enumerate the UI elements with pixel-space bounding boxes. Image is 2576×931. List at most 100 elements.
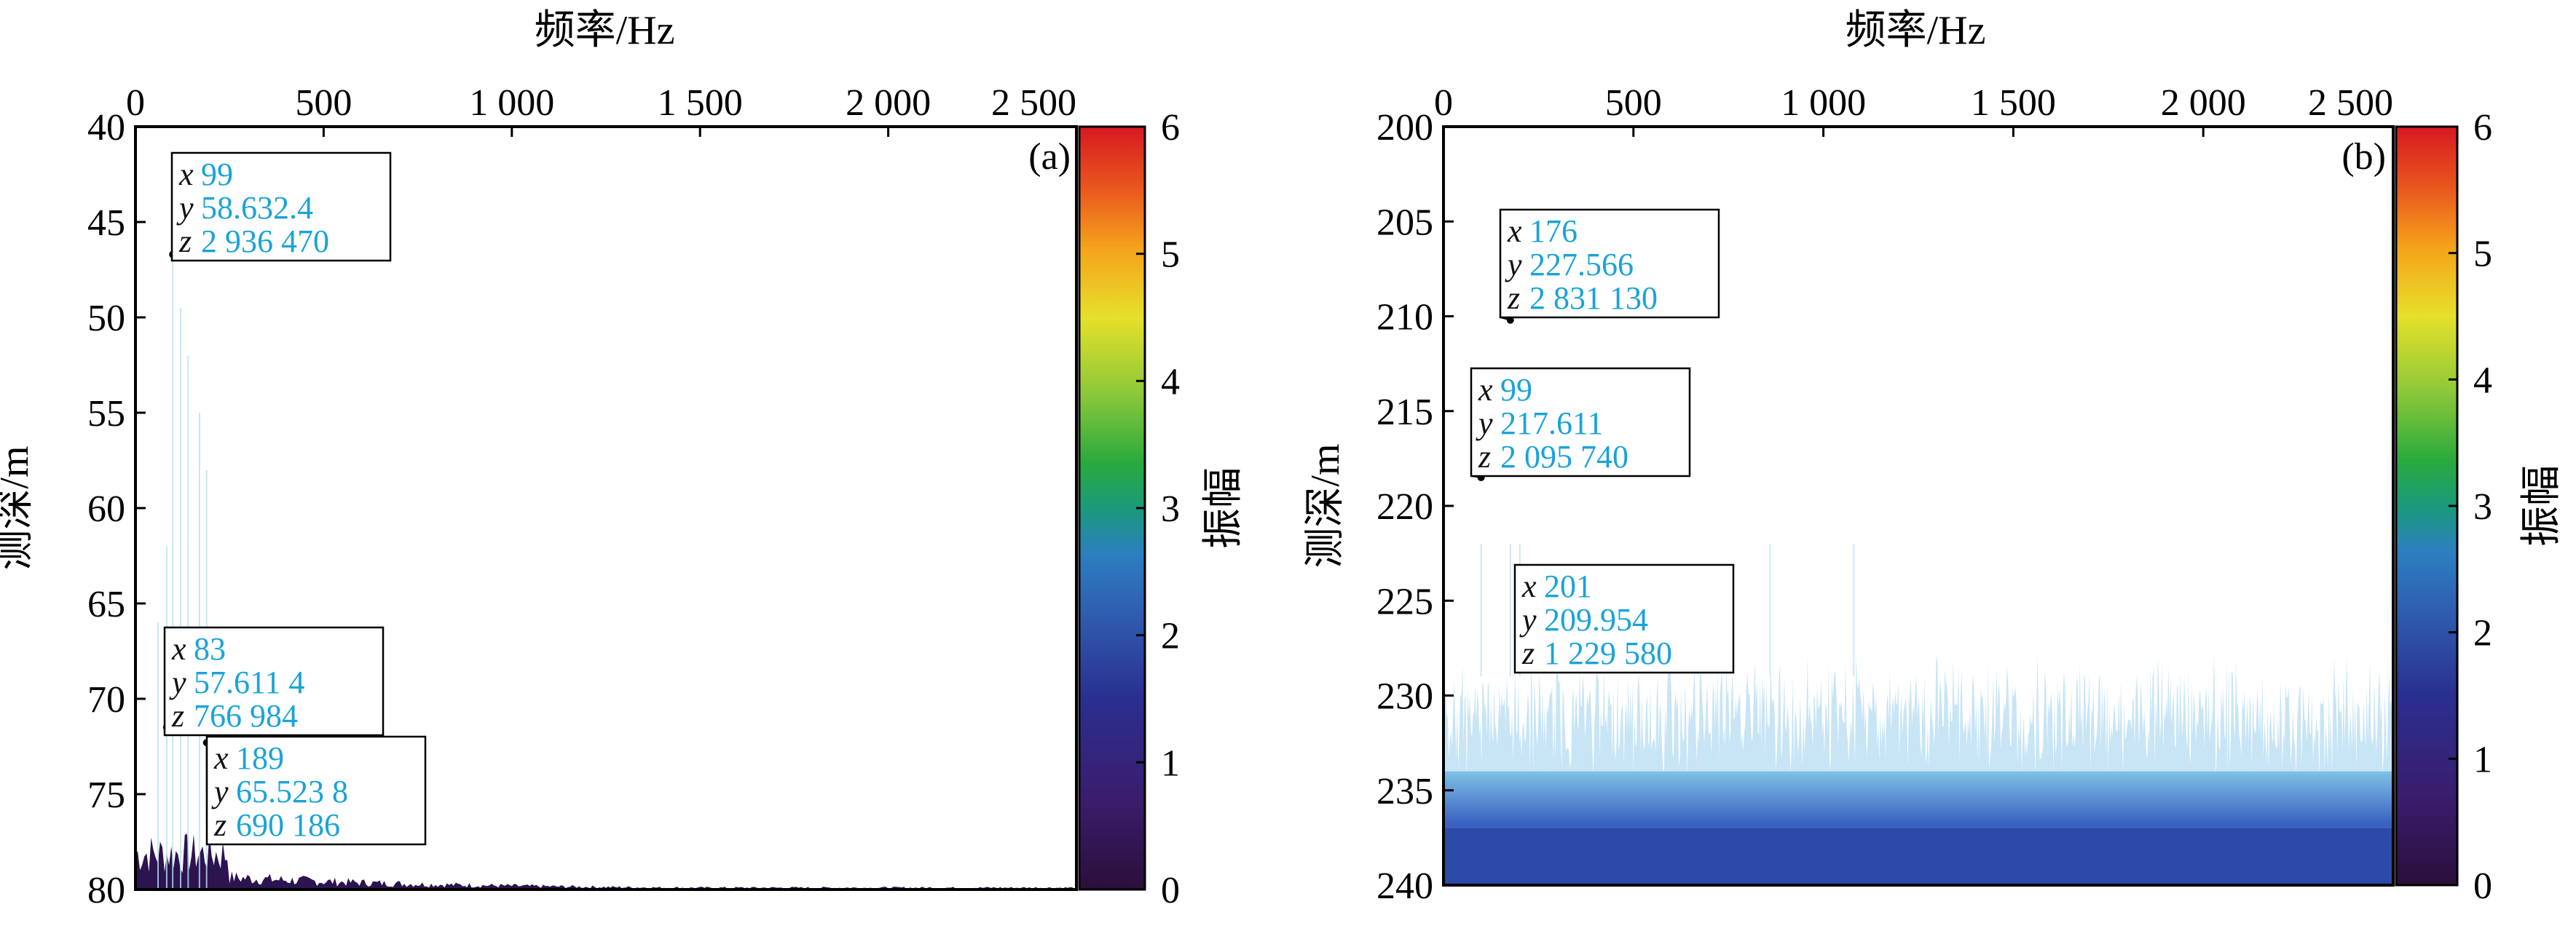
datatip-value: 65.523 8 — [236, 774, 348, 809]
datatip-key: y — [1505, 247, 1522, 282]
y-tick-label: 65 — [87, 584, 125, 625]
datatip-value: 201 — [1544, 568, 1592, 604]
datatip-key: z — [171, 698, 184, 734]
colorbar — [1079, 127, 1145, 890]
x-tick-label: 2 500 — [991, 82, 1076, 124]
datatip-value: 58.632.4 — [201, 190, 313, 226]
y-tick-label: 40 — [87, 107, 125, 148]
datatip-key: z — [1507, 280, 1520, 316]
datatip-value: 2 831 130 — [1529, 280, 1658, 316]
colorbar-tick-label: 4 — [2473, 360, 2492, 401]
colorbar-label: 振幅 — [1201, 467, 1246, 549]
y-tick-label: 210 — [1376, 297, 1433, 338]
colorbar-label: 振幅 — [2519, 465, 2564, 547]
x-tick-label: 2 000 — [2161, 82, 2246, 124]
y-tick-label: 60 — [87, 488, 125, 530]
datatip-value: 83 — [194, 631, 226, 667]
y-tick-label: 220 — [1376, 486, 1433, 528]
colorbar-tick-label: 1 — [1161, 742, 1180, 784]
y-tick-label: 55 — [87, 393, 125, 435]
x-tick-label: 1 500 — [1971, 82, 2056, 124]
x-tick-label: 0 — [126, 82, 145, 124]
datatip-value: 217.611 — [1500, 405, 1603, 441]
colorbar-tick-label: 2 — [1161, 616, 1180, 657]
x-axis-label: 频率/Hz — [535, 8, 675, 53]
colorbar-tick-label: 1 — [2473, 739, 2492, 780]
colorbar-tick-label: 5 — [2473, 234, 2492, 275]
colorbar-tick-label: 3 — [2473, 486, 2492, 528]
datatip-key: x — [213, 740, 229, 776]
datatip-value: 209.954 — [1544, 602, 1648, 638]
datatip-value: 176 — [1529, 213, 1577, 249]
datatip-value: 766 984 — [194, 698, 298, 734]
datatip-key: x — [1478, 372, 1493, 408]
datatip-value: 2 095 740 — [1500, 439, 1628, 475]
x-tick-label: 2 500 — [2308, 82, 2393, 124]
y-tick-label: 230 — [1376, 676, 1433, 718]
x-tick-label: 1 000 — [469, 82, 554, 124]
panel-label: (a) — [1028, 136, 1071, 178]
y-tick-label: 200 — [1376, 107, 1433, 148]
datatip-value: 227.566 — [1529, 247, 1634, 282]
datatip-value: 2 936 470 — [201, 223, 329, 259]
datatip-key: y — [169, 665, 186, 700]
y-tick-label: 70 — [87, 679, 125, 721]
y-tick-label: 215 — [1376, 392, 1433, 433]
colorbar-tick-label: 0 — [2473, 865, 2492, 907]
datatip-value: 1 229 580 — [1544, 635, 1672, 671]
y-tick-label: 205 — [1376, 202, 1433, 243]
x-tick-label: 0 — [1434, 82, 1453, 124]
datatip-key: x — [1521, 568, 1537, 604]
datatip-value: 690 186 — [236, 807, 340, 843]
datatip-key: x — [171, 631, 186, 667]
x-tick-label: 1 000 — [1781, 82, 1866, 124]
y-tick-label: 45 — [87, 202, 125, 244]
y-tick-label: 80 — [87, 870, 125, 911]
datatip-key: y — [1519, 602, 1537, 638]
colorbar-tick-label: 5 — [1161, 234, 1180, 276]
datatip-key: z — [1521, 635, 1535, 671]
y-tick-label: 75 — [87, 774, 125, 816]
spectrum-base — [1443, 828, 2393, 885]
panel-label: (b) — [2341, 136, 2386, 178]
colorbar-tick-label: 6 — [1161, 107, 1180, 148]
x-axis-label: 频率/Hz — [1846, 8, 1986, 53]
y-axis-label: 测深/m — [1303, 443, 1348, 568]
datatip-key: z — [178, 223, 192, 259]
colorbar-tick-label: 4 — [1161, 361, 1180, 403]
datatip-key: y — [176, 190, 194, 226]
datatip-value: 99 — [201, 157, 233, 192]
y-axis-label: 测深/m — [0, 445, 37, 570]
x-tick-label: 500 — [295, 82, 352, 124]
datatip-key: x — [1507, 213, 1522, 249]
datatip-value: 99 — [1500, 372, 1532, 408]
x-tick-label: 2 000 — [846, 82, 931, 124]
y-tick-label: 50 — [87, 298, 125, 339]
datatip-key: y — [211, 774, 229, 809]
datatip-key: z — [213, 807, 227, 843]
colorbar-tick-label: 0 — [1161, 870, 1180, 911]
datatip-key: x — [178, 157, 194, 192]
x-tick-label: 500 — [1605, 82, 1662, 124]
colorbar-tick-label: 2 — [2473, 613, 2492, 654]
y-tick-label: 225 — [1376, 581, 1433, 622]
colorbar — [2396, 127, 2457, 885]
colorbar-tick-label: 6 — [2473, 107, 2492, 148]
x-tick-label: 1 500 — [658, 82, 743, 124]
y-tick-label: 235 — [1376, 771, 1433, 812]
y-tick-label: 240 — [1376, 865, 1433, 907]
datatip-key: y — [1476, 405, 1493, 441]
datatip-value: 57.611 4 — [194, 665, 304, 700]
datatip-value: 189 — [236, 740, 284, 776]
colorbar-tick-label: 3 — [1161, 488, 1180, 530]
datatip-key: z — [1478, 439, 1491, 475]
